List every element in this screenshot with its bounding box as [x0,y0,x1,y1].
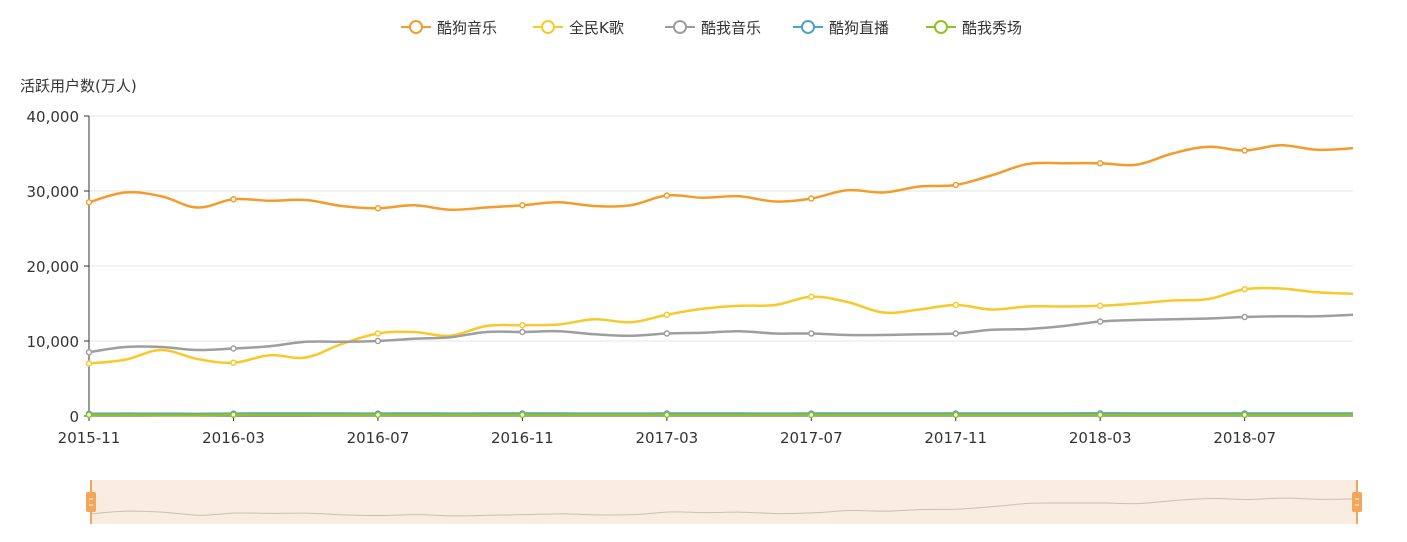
data-point[interactable] [663,192,671,199]
data-point[interactable] [663,330,671,337]
legend-label: 酷我秀场 [962,19,1022,37]
data-point[interactable] [374,330,382,337]
datazoom-window[interactable] [91,480,1357,524]
handle-grip-icon [1352,492,1362,512]
data-point[interactable] [952,301,959,309]
data-point[interactable] [952,181,959,189]
grid-lines [89,115,1353,342]
legend-label: 酷狗音乐 [437,19,497,37]
x-tick-label: 2016-11 [491,429,554,447]
legend-circle-icon [934,20,948,34]
data-point[interactable] [519,411,526,419]
legend-item[interactable]: 酷我秀场 [926,19,1022,37]
legend-circle-icon [541,20,555,34]
series-line [85,313,1354,356]
data-point[interactable] [1096,411,1104,419]
datazoom-left-handle[interactable] [86,480,96,524]
data-point[interactable] [1241,313,1248,321]
data-point[interactable] [952,330,959,337]
data-point[interactable] [1241,286,1248,293]
legend-item[interactable]: 酷我音乐 [665,19,761,37]
data-point[interactable] [230,196,237,203]
x-tick-label: 2018-07 [1213,429,1276,447]
datazoom-right-handle[interactable] [1352,480,1362,524]
data-point[interactable] [1241,411,1248,419]
y-tick-label: 30,000 [27,183,80,201]
data-point[interactable] [1096,302,1104,309]
data-point[interactable] [374,337,382,345]
legend-item[interactable]: 全民K歌 [533,19,624,37]
x-tick-label: 2017-11 [924,429,987,447]
series-path [88,286,1354,365]
data-point[interactable] [663,311,671,318]
y-tick-label: 20,000 [27,258,80,276]
data-point[interactable] [952,411,959,419]
legend-item[interactable]: 酷狗音乐 [401,19,497,37]
datazoom-slider[interactable] [86,480,1362,524]
x-tick-label: 2016-03 [202,429,265,447]
handle-grip-icon [86,492,96,512]
data-point[interactable] [230,345,237,352]
data-point[interactable] [1096,160,1104,167]
legend-label: 酷狗直播 [829,19,889,37]
data-point[interactable] [85,411,93,419]
y-tick-label: 0 [69,408,79,426]
x-tick-label: 2016-07 [347,429,410,447]
x-tick-label: 2017-07 [780,429,843,447]
datazoom-data-shadow [90,497,1358,517]
data-point[interactable] [374,205,382,212]
y-tick-label: 10,000 [27,333,80,351]
data-point[interactable] [1241,147,1248,154]
legend-circle-icon [673,20,687,34]
legend-circle-icon [801,20,815,34]
series-line [85,286,1354,367]
data-point[interactable] [519,202,526,209]
data-point[interactable] [808,411,815,419]
x-axis-ticks: 2015-11 2016-03 2016-07 2016-11 2017-03 2017-… [58,415,1353,447]
data-point[interactable] [374,411,382,419]
legend-label: 全民K歌 [569,19,624,37]
data-point[interactable] [808,293,815,300]
series-line [85,411,1353,419]
legend-circle-icon [409,20,423,34]
data-point[interactable] [230,359,237,366]
data-point[interactable] [519,328,526,336]
data-point[interactable] [808,195,815,202]
series-lines [85,143,1354,419]
data-point[interactable] [85,349,93,356]
y-tick-label: 40,000 [27,108,80,126]
series-path [88,143,1354,212]
data-point[interactable] [85,199,93,206]
data-point[interactable] [230,411,237,419]
y-axis-ticks: 0 10,000 20,000 30,000 40,000 [27,108,90,426]
series-line [85,143,1354,212]
y-axis-label: 活跃用户数(万人) [20,77,137,95]
data-point[interactable] [1096,318,1104,325]
x-tick-label: 2018-03 [1069,429,1132,447]
data-point[interactable] [519,322,526,329]
series-path [88,313,1354,354]
data-point[interactable] [663,411,671,419]
data-point[interactable] [85,360,93,367]
x-tick-label: 2017-03 [635,429,698,447]
legend-label: 酷我音乐 [701,19,761,37]
legend-item[interactable]: 酷狗直播 [793,19,889,37]
x-tick-label: 2015-11 [58,429,121,447]
data-point[interactable] [808,330,815,337]
legend[interactable]: 酷狗音乐 全民K歌 酷我音乐 酷狗直播 酷我秀场 [401,19,1022,37]
